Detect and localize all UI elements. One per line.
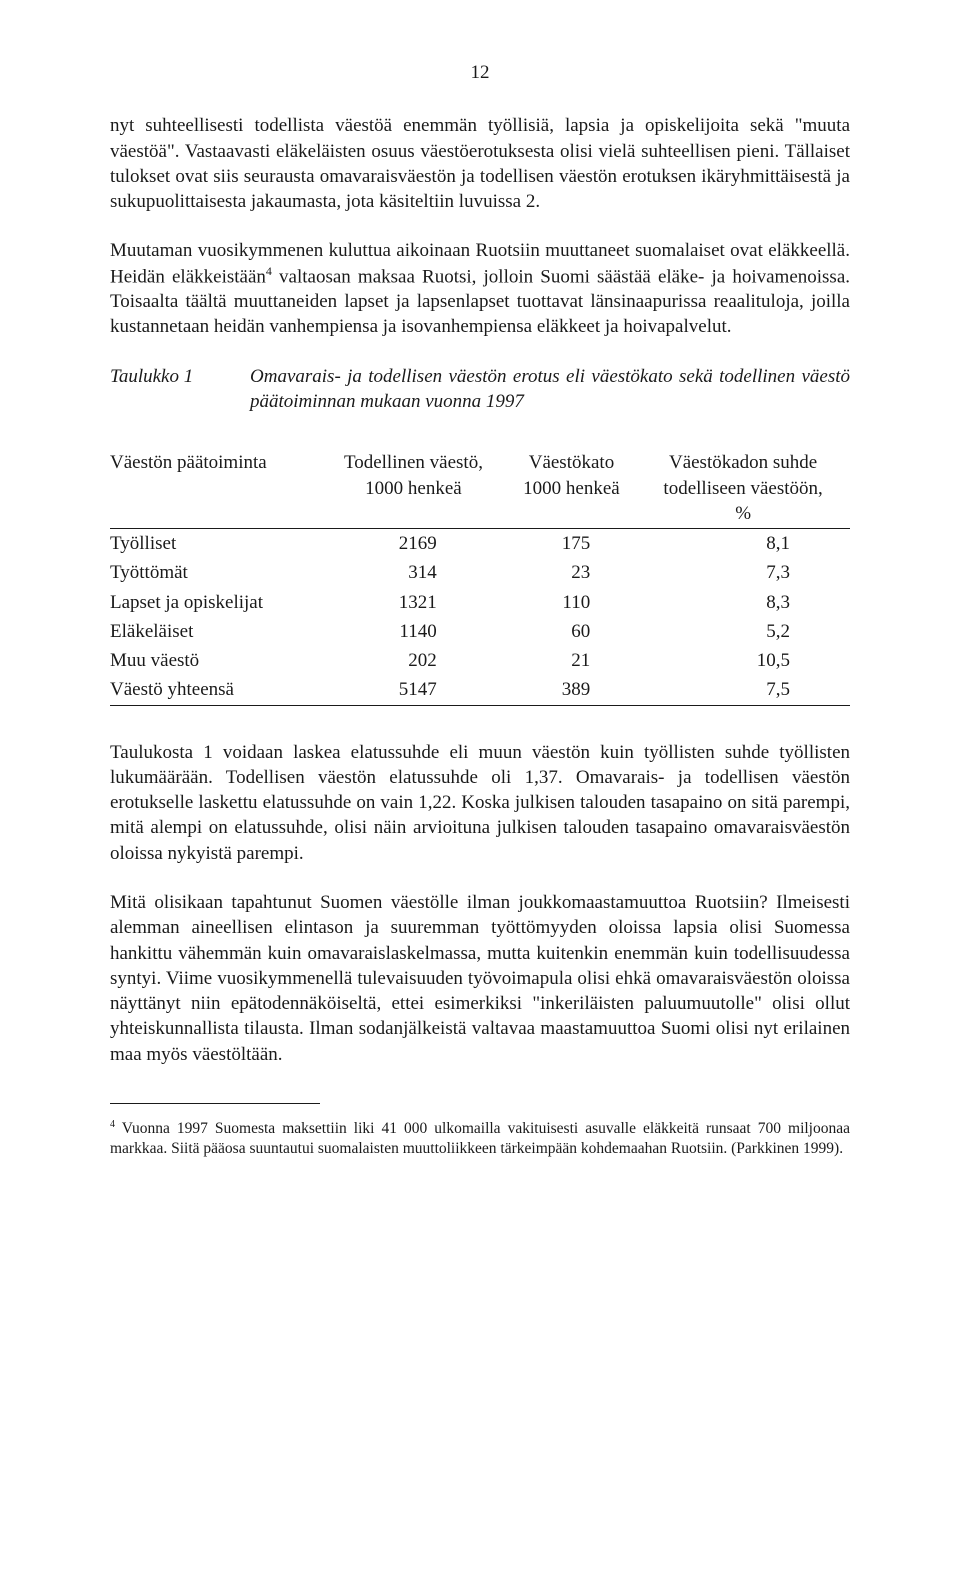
th-col4-l2: todelliseen väestöön, <box>663 478 822 499</box>
th-col2: Todellinen väestö, 1000 henkeä <box>320 448 506 528</box>
table-caption: Taulukko 1 Omavarais- ja todellisen väes… <box>110 364 850 415</box>
cell: Muu väestö <box>110 646 320 675</box>
paragraph-3: Taulukosta 1 voidaan laskea elatussuhde … <box>110 740 850 866</box>
cell: 5147 <box>320 675 506 705</box>
table-row: Väestö yhteensä 5147 389 7,5 <box>110 675 850 705</box>
cell: 8,1 <box>636 529 850 559</box>
table-row: Työlliset 2169 175 8,1 <box>110 529 850 559</box>
cell: 1140 <box>320 617 506 646</box>
page-number: 12 <box>110 60 850 85</box>
th-col4: Väestökadon suhde todelliseen väestöön, … <box>636 448 850 528</box>
cell: 8,3 <box>636 588 850 617</box>
paragraph-4: Mitä olisikaan tapahtunut Suomen väestöl… <box>110 890 850 1067</box>
table-row: Muu väestö 202 21 10,5 <box>110 646 850 675</box>
table-caption-text: Omavarais- ja todellisen väestön erotus … <box>250 364 850 415</box>
paragraph-1: nyt suhteellisesti todellista väestöä en… <box>110 113 850 214</box>
table-caption-label: Taulukko 1 <box>110 364 250 389</box>
cell: Eläkeläiset <box>110 617 320 646</box>
cell: Työlliset <box>110 529 320 559</box>
cell: 7,5 <box>636 675 850 705</box>
paragraph-2: Muutaman vuosikymmenen kuluttua aikoinaa… <box>110 238 850 339</box>
cell: 60 <box>507 617 637 646</box>
cell: 175 <box>507 529 637 559</box>
table-row: Eläkeläiset 1140 60 5,2 <box>110 617 850 646</box>
cell: 5,2 <box>636 617 850 646</box>
table-row: Työttömät 314 23 7,3 <box>110 558 850 587</box>
cell: 23 <box>507 558 637 587</box>
cell: 21 <box>507 646 637 675</box>
th-col3-l1: Väestökato <box>529 452 614 473</box>
cell: 202 <box>320 646 506 675</box>
cell: 314 <box>320 558 506 587</box>
footnote-4: 4 Vuonna 1997 Suomesta maksettiin liki 4… <box>110 1119 850 1158</box>
cell: 110 <box>507 588 637 617</box>
cell: 10,5 <box>636 646 850 675</box>
cell: 389 <box>507 675 637 705</box>
data-table: Väestön päätoiminta Todellinen väestö, 1… <box>110 448 850 705</box>
th-col2-l1: Todellinen väestö, <box>344 452 483 473</box>
cell: 7,3 <box>636 558 850 587</box>
table-row: Lapset ja opiskelijat 1321 110 8,3 <box>110 588 850 617</box>
th-col4-l1: Väestökadon suhde <box>669 452 817 473</box>
th-col1: Väestön päätoiminta <box>110 448 320 528</box>
footnote-text: Vuonna 1997 Suomesta maksettiin liki 41 … <box>110 1120 850 1156</box>
footnote-rule <box>110 1103 320 1104</box>
th-col3-l2: 1000 henkeä <box>523 478 620 499</box>
cell: Lapset ja opiskelijat <box>110 588 320 617</box>
th-col3: Väestökato 1000 henkeä <box>507 448 637 528</box>
cell: Väestö yhteensä <box>110 675 320 705</box>
th-col2-l2: 1000 henkeä <box>365 478 462 499</box>
th-col4-l3: % <box>735 503 751 524</box>
cell: 2169 <box>320 529 506 559</box>
cell: 1321 <box>320 588 506 617</box>
cell: Työttömät <box>110 558 320 587</box>
